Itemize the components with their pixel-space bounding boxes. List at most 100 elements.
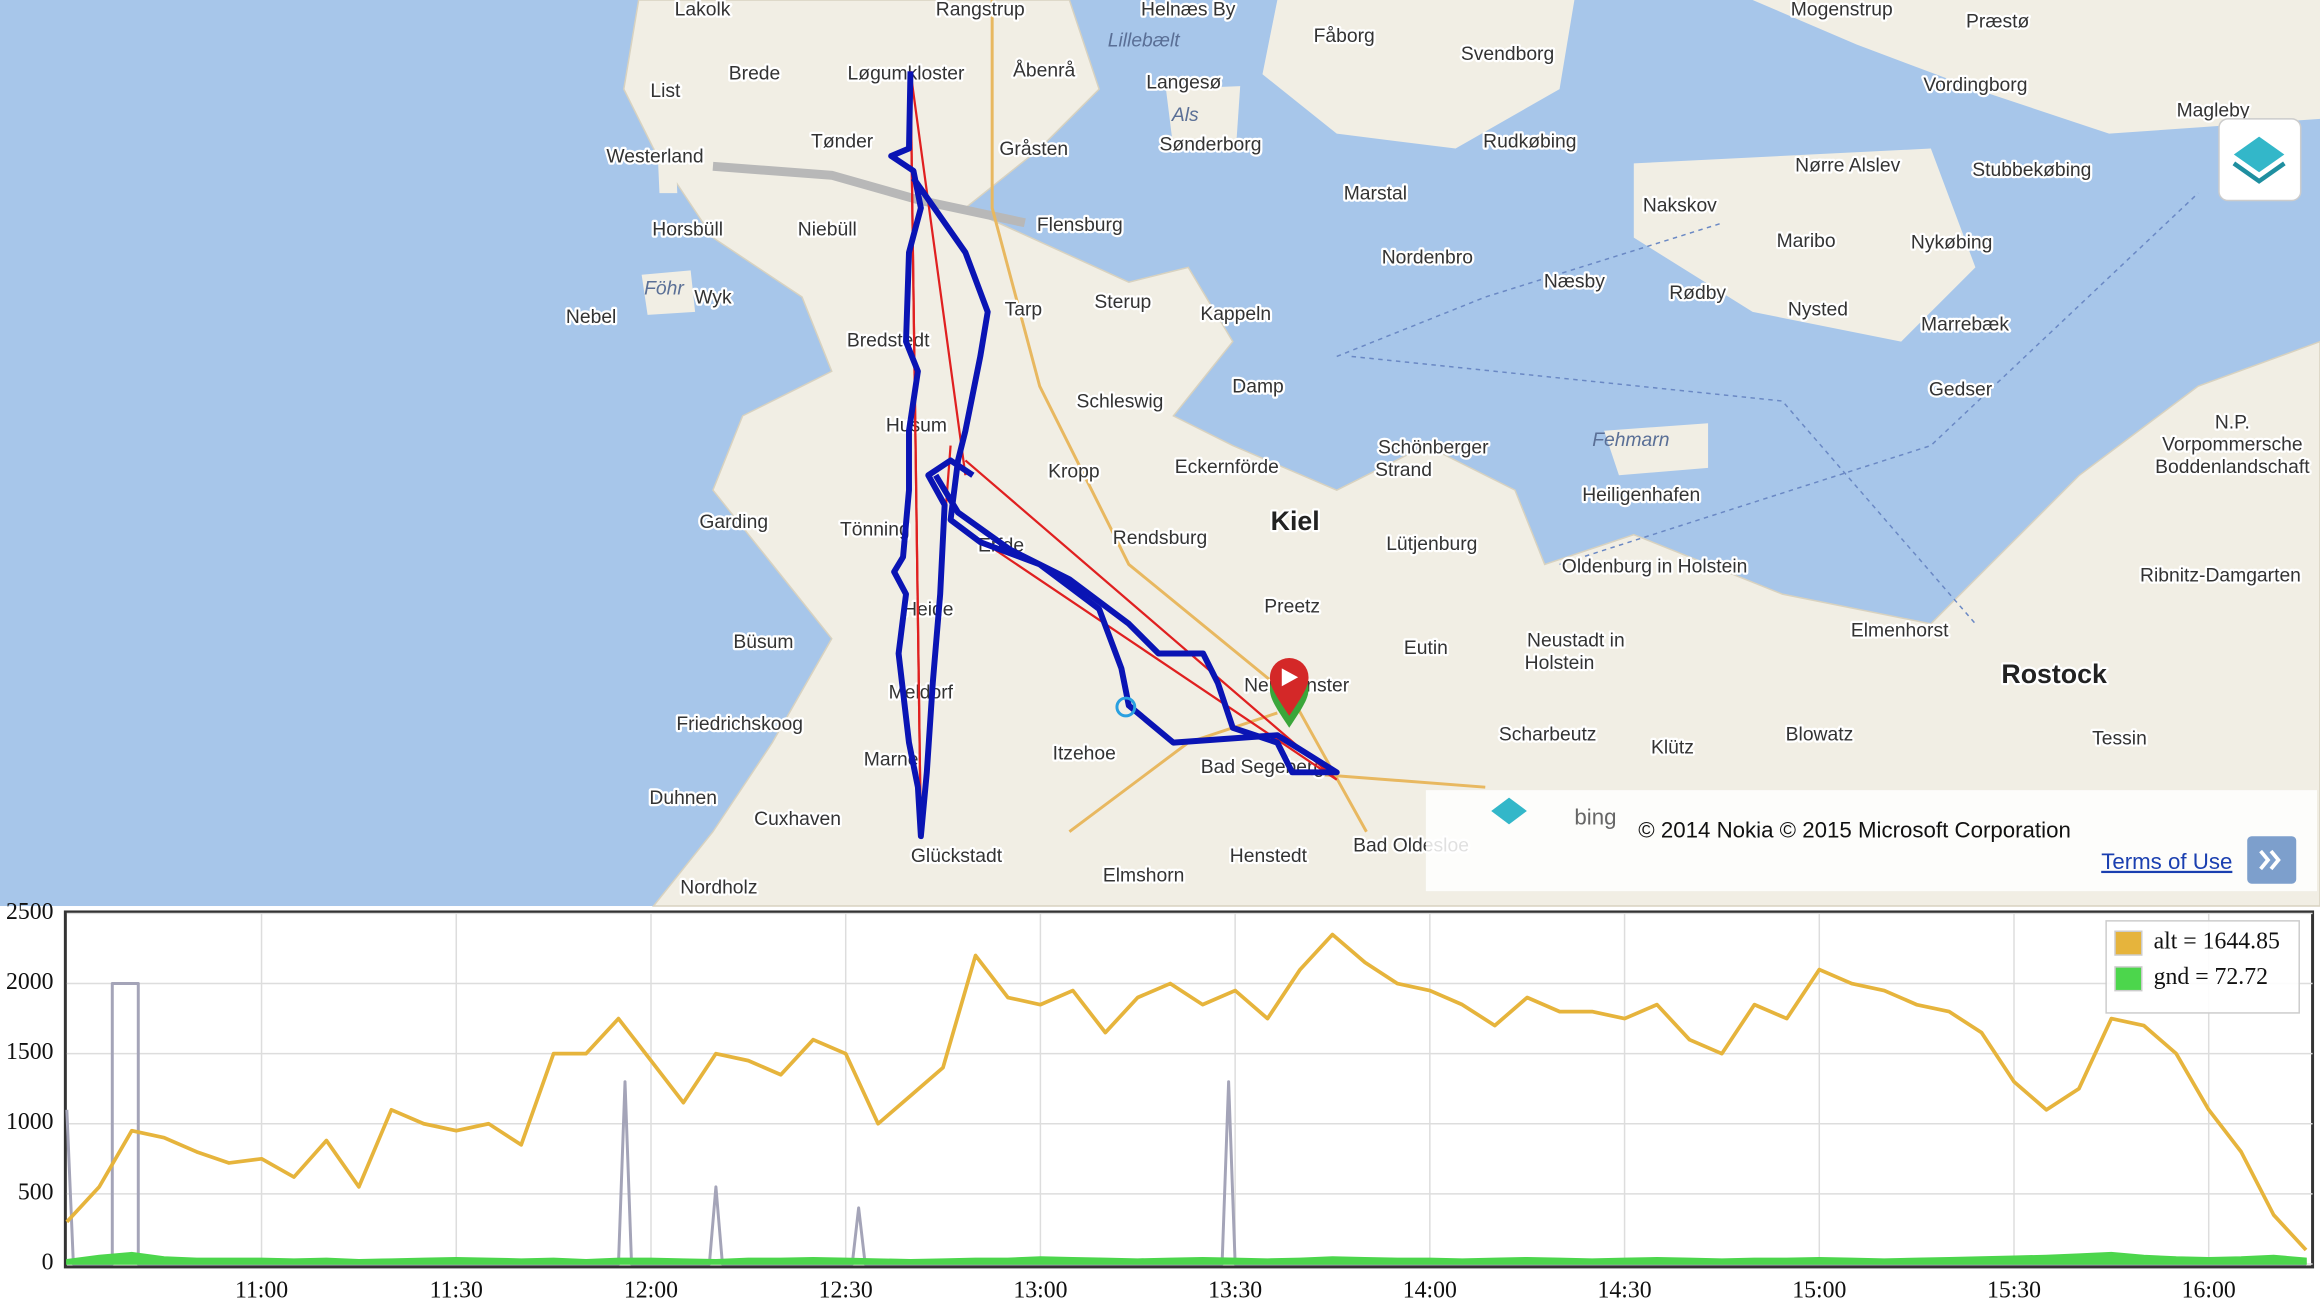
altitude-line (65, 932, 2308, 1252)
place-label: Vorpommersche (2162, 435, 2303, 456)
place-label: Kropp (1048, 461, 1100, 482)
island (1633, 148, 1976, 342)
place-label: Eutin (1404, 638, 1448, 659)
place-label: Schleswig (1076, 392, 1163, 413)
place-label: Fåborg (1314, 25, 1375, 47)
place-label: Helnæs By (1141, 0, 1236, 20)
map[interactable]: Lakolk Rangstrup Helnæs By Mogenstrup Præstø… (0, 0, 2320, 907)
expand-icon (2259, 849, 2281, 871)
place-label: Husum (886, 415, 947, 436)
y-tick-label: 500 (18, 1179, 54, 1205)
place-label: Neustadt in (1527, 631, 1625, 652)
x-tick-label: 13:30 (1208, 1278, 1262, 1304)
terms-link[interactable]: Terms of Use (2101, 849, 2232, 874)
place-label: Oldenburg in Holstein (1562, 556, 1748, 577)
y-tick-label: 0 (42, 1249, 54, 1275)
place-label: Nakskov (1643, 196, 1717, 217)
x-tick-label: 12:00 (624, 1278, 678, 1304)
y-tick-label: 1500 (6, 1039, 54, 1065)
place-label: Klütz (1651, 738, 1694, 759)
place-label: Stubbekøbing (1972, 160, 2091, 181)
brand: bing (1574, 804, 1616, 829)
place-label: Nørre Alslev (1795, 155, 1900, 176)
place-label: Nebel (566, 307, 616, 328)
place-label: Heiligenhafen (1582, 485, 1700, 506)
place-label: Flensburg (1037, 215, 1123, 236)
x-tick-label: 11:00 (235, 1278, 288, 1304)
place-label: Marstal (1344, 184, 1407, 205)
place-label: Meldorf (889, 683, 954, 704)
place-label: Rendsburg (1113, 528, 1207, 549)
island (1604, 423, 1709, 476)
y-tick-label: 2000 (6, 969, 54, 995)
legend-swatch (2114, 930, 2143, 956)
place-label: Strand (1375, 460, 1432, 481)
place-label: Tarp (1005, 300, 1043, 321)
place-label: Als (1171, 105, 1199, 126)
place-label: Sønderborg (1160, 135, 1262, 156)
x-tick-label: 11:30 (430, 1278, 483, 1304)
place-label: Lillebælt (1108, 31, 1182, 52)
place-label: Föhr (644, 279, 685, 300)
land (623, 0, 2320, 907)
legend-label: alt = 1644.85 (2154, 929, 2280, 955)
place-label: Heide (903, 600, 953, 621)
place-label: Sterup (1094, 292, 1151, 313)
place-label: Rudkøbing (1483, 132, 1576, 153)
place-label: Boddenlandschaft (2155, 457, 2310, 478)
y-tick-label: 1000 (6, 1109, 54, 1135)
place-label: Marrebæk (1921, 314, 2009, 335)
place-label: Duhnen (649, 788, 717, 809)
place-label: Løgumkloster (848, 63, 965, 84)
map-labels: Lakolk Rangstrup Helnæs By Mogenstrup Præstø… (564, 0, 2313, 901)
island (1752, 0, 2320, 134)
place-label: Vordingborg (1923, 75, 2027, 96)
place-label: Wyk (694, 288, 732, 309)
place-label: Næsby (1544, 271, 1605, 292)
place-label: Fehmarn (1592, 430, 1669, 451)
place-label: Horsbüll (652, 219, 723, 240)
place-label: Gedser (1929, 380, 1993, 401)
place-label: Garding (699, 512, 768, 533)
place-label: Kappeln (1200, 304, 1271, 325)
place-label: Damp (1232, 377, 1283, 398)
place-label: Præstø (1966, 11, 2029, 32)
attribution: © 2014 Nokia © 2015 Microsoft Corporatio… (1638, 818, 2071, 843)
place-label: Preetz (1264, 597, 1320, 618)
place-label: Maribo (1777, 231, 1836, 252)
place-label: Lakolk (675, 0, 731, 20)
x-tick-label: 15:30 (1987, 1278, 2041, 1304)
place-label: Friedrichskoog (676, 714, 803, 735)
track-straight (909, 71, 1338, 837)
place-label: Gråsten (999, 138, 1068, 160)
place-label: Elmshorn (1103, 865, 1185, 886)
place-label: Westerland (606, 147, 703, 168)
place-label: Brede (729, 63, 781, 84)
legend-swatch (2114, 966, 2143, 992)
place-label: Nysted (1788, 300, 1848, 321)
marker-icon (1281, 668, 1299, 687)
place-label: Langesø (1146, 72, 1221, 93)
flight-track (888, 71, 1340, 840)
x-tick-label: 15:00 (1792, 1278, 1846, 1304)
place-label: Mogenstrup (1791, 0, 1893, 20)
place-label: Bredstedt (847, 331, 930, 352)
place-label: Tessin (2092, 729, 2147, 750)
ferry-line (1336, 192, 2199, 625)
island (1262, 0, 1575, 149)
place-label: Rostock (2001, 659, 2107, 689)
plot-frame (63, 910, 2315, 1269)
x-tick-label: 12:30 (819, 1278, 873, 1304)
place-label: Nordholz (680, 877, 757, 898)
place-label: Nykøbing (1911, 233, 1993, 254)
expand-button[interactable] (2247, 836, 2297, 884)
x-tick-label: 14:00 (1403, 1278, 1457, 1304)
place-label: Glückstadt (911, 846, 1003, 867)
end-marker[interactable] (1269, 657, 1309, 716)
place-label: Lütjenburg (1386, 534, 1477, 555)
island (1165, 86, 1241, 152)
place-label: Rødby (1669, 283, 1726, 304)
ground-area (66, 1251, 2307, 1265)
track-point (1115, 696, 1137, 718)
